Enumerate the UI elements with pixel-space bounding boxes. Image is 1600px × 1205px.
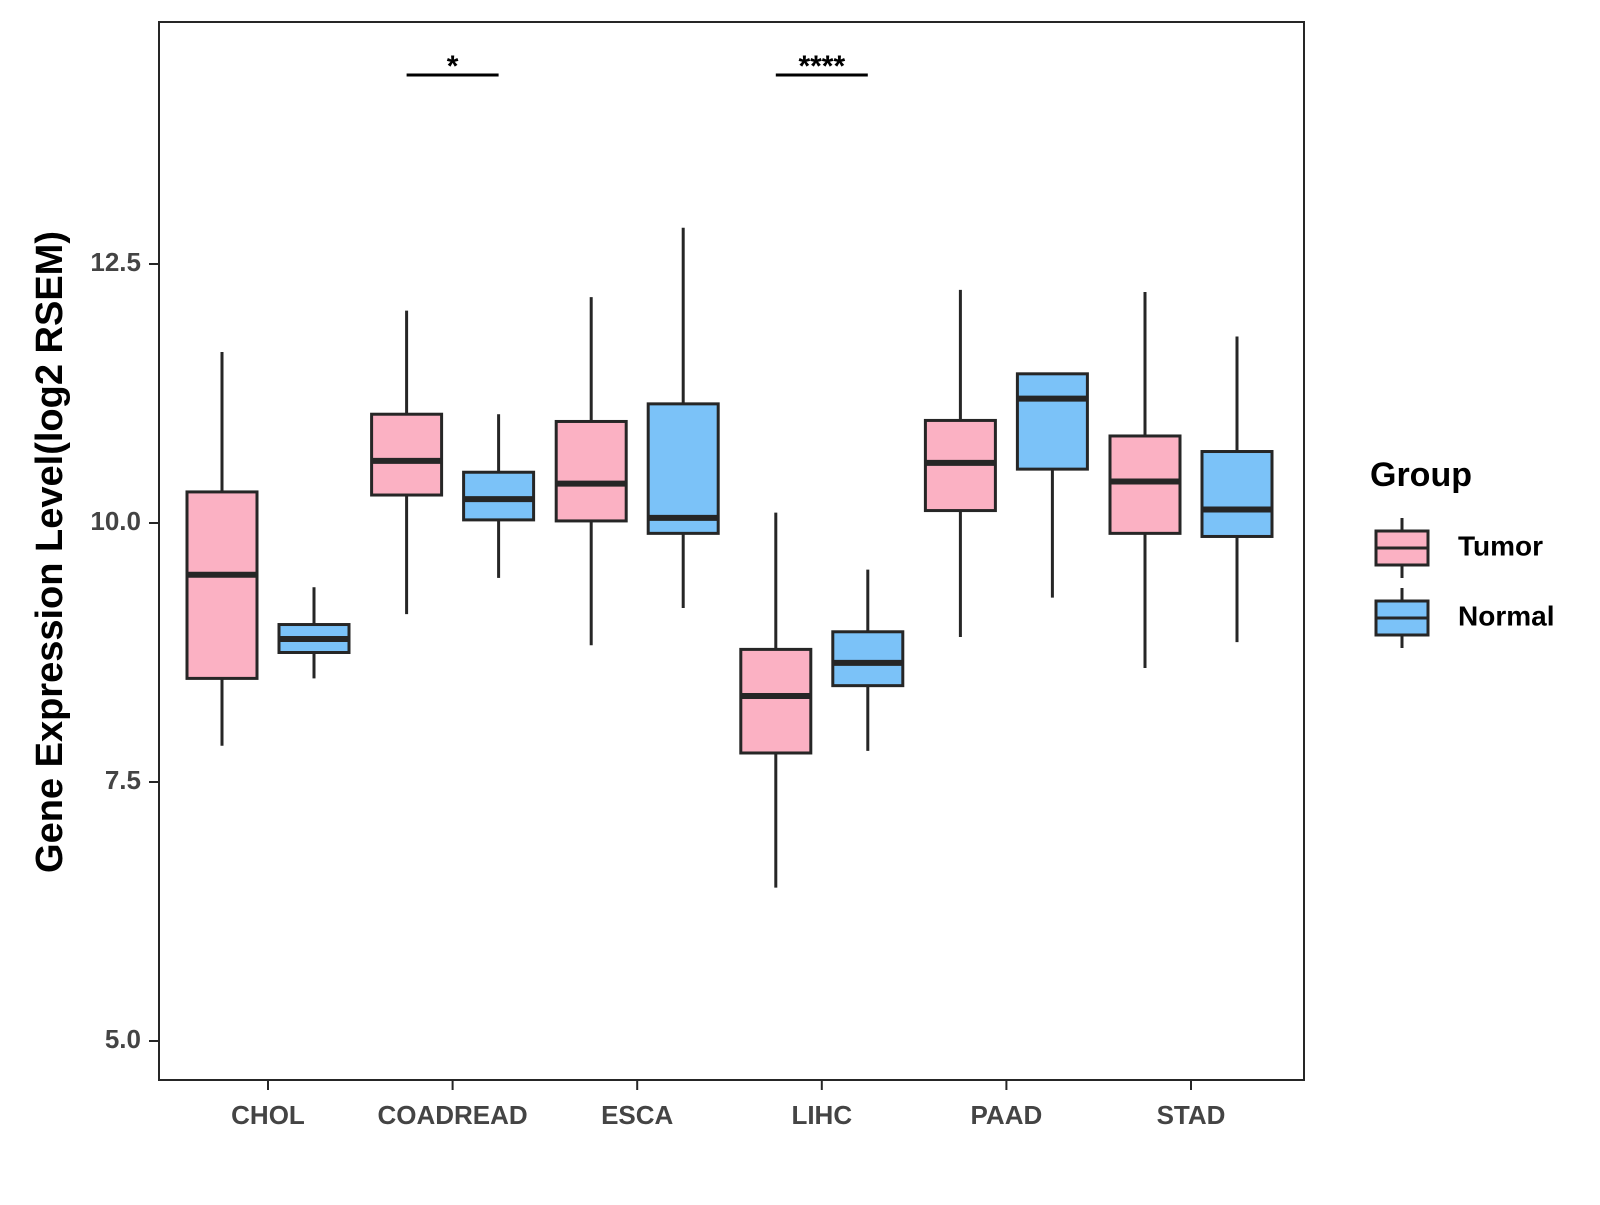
y-tick-label: 12.5 <box>90 247 141 277</box>
box-iqr <box>1108 434 1182 535</box>
significance-lihc: **** <box>775 50 868 83</box>
x-tick-label-paad: PAAD <box>971 1100 1043 1130</box>
box-tumor-coadread <box>370 310 444 615</box>
box-normal-esca <box>646 227 720 608</box>
significance-label: * <box>447 50 459 83</box>
y-tick-label: 5.0 <box>105 1024 141 1054</box>
x-axis: CHOL COADREAD ESCA LIHC PAAD STAD <box>231 1080 1225 1130</box>
plot-panel-border <box>158 21 1305 1081</box>
legend-label-normal: Normal <box>1458 600 1554 631</box>
box-tumor-paad <box>923 289 997 637</box>
box-normal-paad <box>1015 372 1089 598</box>
box-iqr <box>554 419 628 523</box>
significance-label: **** <box>798 50 845 83</box>
box-iqr <box>1015 372 1089 471</box>
box-normal-chol <box>277 587 351 679</box>
box-normal-lihc <box>831 569 905 751</box>
y-axis: 5.0 7.5 10.0 12.5 <box>90 247 159 1054</box>
box-iqr <box>370 412 444 497</box>
box-tumor-esca <box>554 297 628 646</box>
x-tick-label-stad: STAD <box>1157 1100 1226 1130</box>
box-normal-stad <box>1200 336 1274 643</box>
significance-layer: * **** <box>406 50 868 83</box>
legend-entry-tumor: Tumor <box>1374 518 1543 578</box>
y-tick-label: 10.0 <box>90 506 141 536</box>
legend-title: Group <box>1370 456 1472 494</box>
legend-label-tumor: Tumor <box>1458 530 1543 561</box>
x-tick-label-esca: ESCA <box>601 1100 673 1130</box>
box-normal-coadread <box>462 414 536 578</box>
box-tumor-stad <box>1108 291 1182 669</box>
legend: Group Tumor Normal <box>1370 456 1554 648</box>
significance-coadread: * <box>406 50 499 83</box>
box-iqr <box>185 490 259 680</box>
box-iqr <box>462 470 536 522</box>
box-tumor-lihc <box>739 512 813 888</box>
box-tumor-chol <box>185 352 259 746</box>
legend-entry-normal: Normal <box>1374 588 1554 648</box>
y-tick-label: 7.5 <box>105 765 141 795</box>
y-axis-title: Gene Expression Level(log2 RSEM) <box>29 231 71 873</box>
box-iqr <box>1200 450 1274 538</box>
x-tick-label-coadread: COADREAD <box>377 1100 527 1130</box>
box-iqr <box>831 630 905 688</box>
box-iqr <box>646 402 720 535</box>
x-tick-label-lihc: LIHC <box>791 1100 852 1130</box>
x-tick-label-chol: CHOL <box>231 1100 305 1130</box>
box-iqr <box>739 647 813 755</box>
boxes-layer <box>185 227 1274 888</box>
